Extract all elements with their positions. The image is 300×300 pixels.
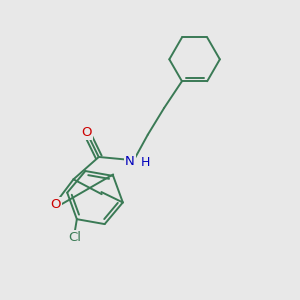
Text: O: O [50, 198, 61, 211]
Text: Cl: Cl [68, 231, 81, 244]
Text: N: N [125, 155, 135, 168]
Text: H: H [141, 156, 150, 169]
Text: O: O [82, 126, 92, 139]
